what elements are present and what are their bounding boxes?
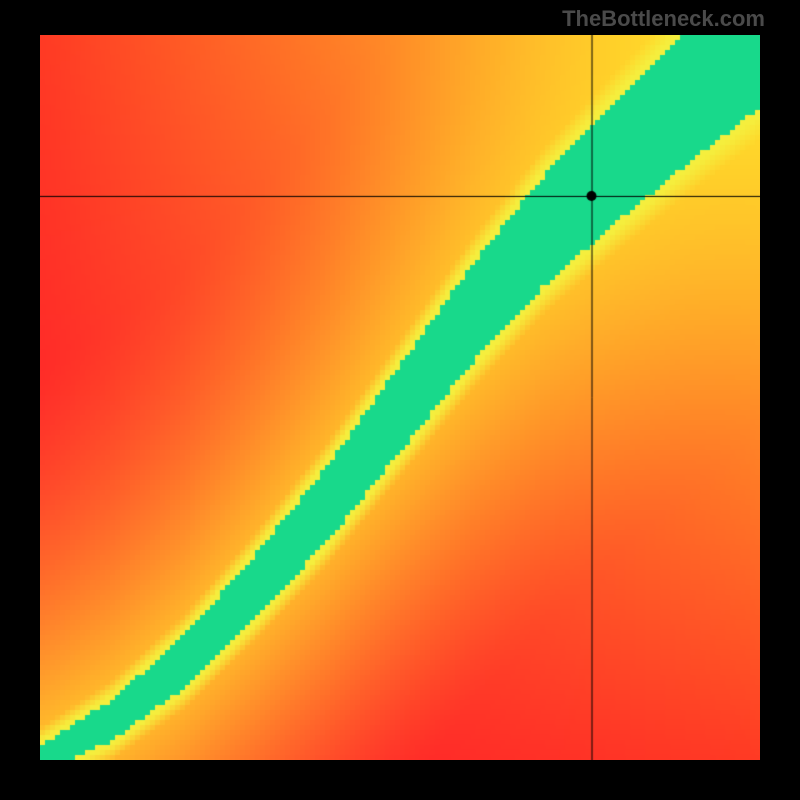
heatmap-canvas [40, 35, 760, 760]
heatmap-plot [40, 35, 760, 760]
watermark-text: TheBottleneck.com [562, 6, 765, 32]
